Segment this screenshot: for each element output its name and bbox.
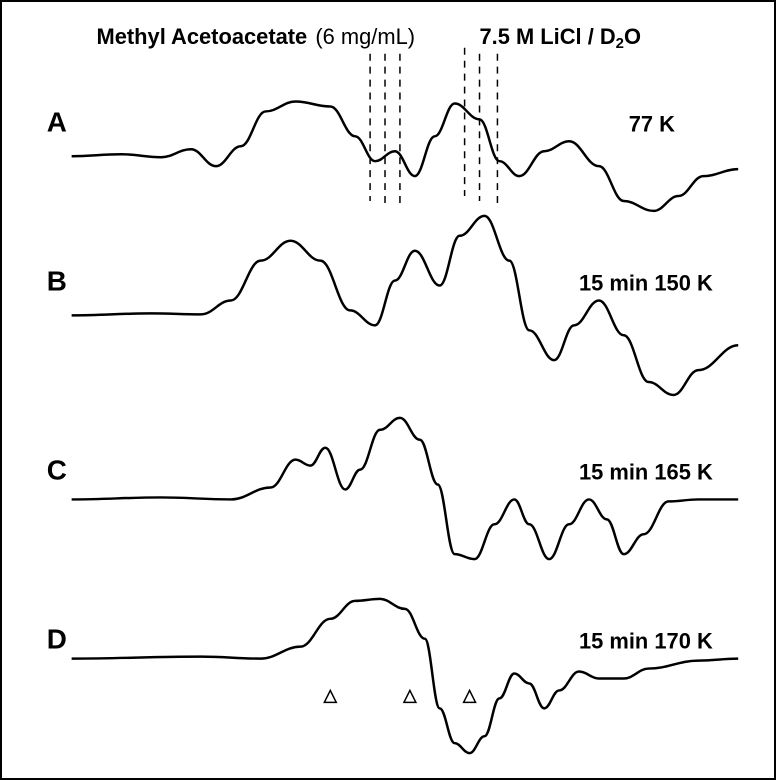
trace-label-B: B: [47, 266, 67, 297]
triangle-markers: [324, 690, 475, 702]
triangle-icon: [404, 690, 416, 702]
title-left: Methyl Acetoacetate: [97, 24, 308, 49]
trace-label-C: C: [47, 455, 67, 486]
cond-D: 15 min 170 K: [579, 629, 713, 654]
trace-D: [72, 599, 739, 753]
cond-B: 15 min 150 K: [579, 271, 713, 296]
cond-C: 15 min 165 K: [579, 460, 713, 485]
trace-label-A: A: [47, 106, 67, 137]
cond-A: 77 K: [629, 111, 675, 136]
trace-B: [72, 216, 739, 395]
spectra-svg: Methyl Acetoacetate (6 mg/mL) 7.5 M LiCl…: [2, 2, 774, 778]
triangle-icon: [324, 690, 336, 702]
traces-group: [72, 101, 739, 753]
trace-C: [72, 418, 739, 559]
title-right: 7.5 M LiCl / D2O: [480, 24, 641, 52]
title-mid: (6 mg/mL): [315, 24, 415, 49]
dashed-markers: [370, 48, 497, 209]
epr-figure-panel: Methyl Acetoacetate (6 mg/mL) 7.5 M LiCl…: [0, 0, 776, 780]
triangle-icon: [464, 690, 476, 702]
trace-label-D: D: [47, 624, 67, 655]
